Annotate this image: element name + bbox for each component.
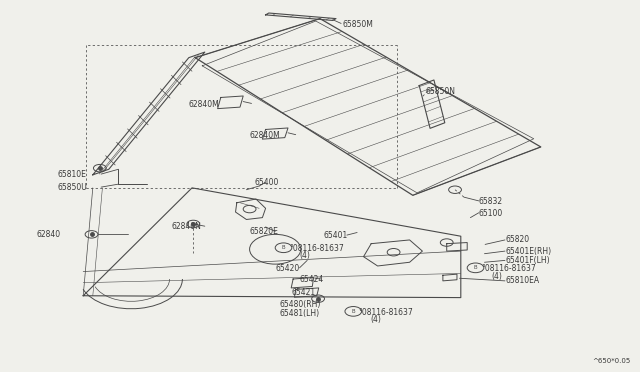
Text: B: B <box>282 245 285 250</box>
Text: 65421: 65421 <box>291 288 316 296</box>
Text: 65850N: 65850N <box>426 87 456 96</box>
Text: 65481(LH): 65481(LH) <box>280 309 320 318</box>
Text: 65810EA: 65810EA <box>506 276 540 285</box>
Text: 65401F(LH): 65401F(LH) <box>506 256 550 265</box>
Text: B: B <box>351 309 355 314</box>
Text: 62840N: 62840N <box>172 222 202 231</box>
Text: 65480(RH): 65480(RH) <box>280 300 321 309</box>
Text: 62840M: 62840M <box>250 131 280 140</box>
Text: ^650*0.05: ^650*0.05 <box>592 358 630 364</box>
Text: 62840: 62840 <box>36 230 61 239</box>
Text: 65810E: 65810E <box>58 170 86 179</box>
Text: °08116-81637: °08116-81637 <box>358 308 413 317</box>
Text: 65424: 65424 <box>300 275 324 284</box>
Text: 65100: 65100 <box>479 209 503 218</box>
Text: 62840M: 62840M <box>189 100 220 109</box>
Text: 65832: 65832 <box>479 198 503 206</box>
Text: 65850U: 65850U <box>58 183 87 192</box>
Text: (4): (4) <box>300 251 310 260</box>
Text: 65401E(RH): 65401E(RH) <box>506 247 552 256</box>
Text: 65420: 65420 <box>275 264 300 273</box>
Text: 65400: 65400 <box>255 178 279 187</box>
Text: °08116-81637: °08116-81637 <box>289 244 344 253</box>
Text: 65820: 65820 <box>506 235 530 244</box>
Text: °08116-81637: °08116-81637 <box>481 264 536 273</box>
Text: 65850M: 65850M <box>342 20 373 29</box>
Text: (4): (4) <box>492 272 502 280</box>
Text: B: B <box>474 265 477 270</box>
Text: 65820E: 65820E <box>250 227 278 236</box>
Text: 65401: 65401 <box>323 231 348 240</box>
Text: (4): (4) <box>370 315 381 324</box>
